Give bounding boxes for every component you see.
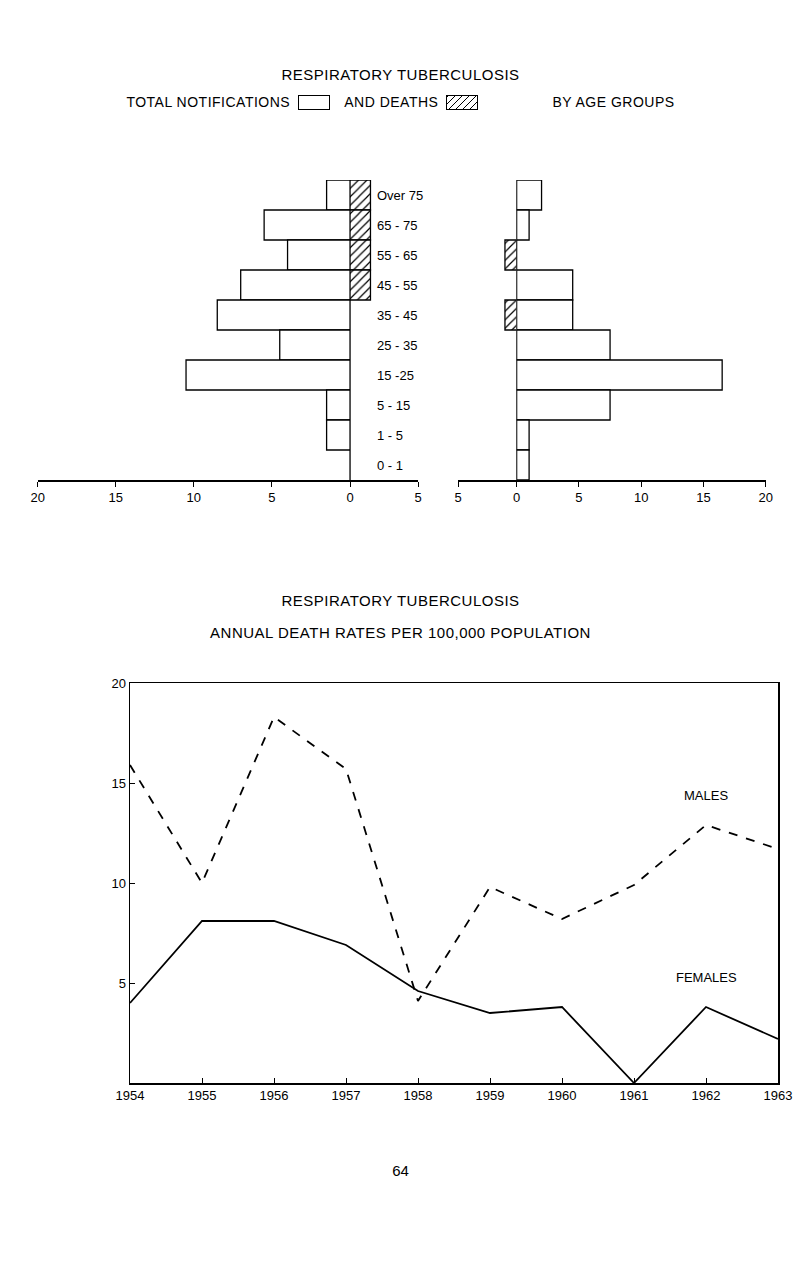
- svg-text:10: 10: [111, 876, 125, 891]
- svg-text:1959: 1959: [476, 1088, 505, 1103]
- svg-text:1954: 1954: [116, 1088, 145, 1103]
- svg-text:1955: 1955: [188, 1088, 217, 1103]
- svg-text:1958: 1958: [404, 1088, 433, 1103]
- svg-text:15: 15: [696, 490, 710, 505]
- svg-text:15: 15: [111, 776, 125, 791]
- html-text:RESPIRATORY TUBERCULOSIS: RESPIRATORY TUBERCULOSIS: [281, 592, 520, 609]
- html-text:RESPIRATORY TUBERCULOSIS: RESPIRATORY TUBERCULOSIS: [281, 66, 520, 83]
- svg-text:Over 75: Over 75: [377, 188, 423, 203]
- svg-text:45 - 55: 45 - 55: [377, 278, 417, 293]
- svg-text:0: 0: [346, 490, 353, 505]
- svg-text:10: 10: [634, 490, 648, 505]
- svg-text:35 - 45: 35 - 45: [377, 308, 417, 323]
- svg-text:5: 5: [268, 490, 275, 505]
- svg-text:1957: 1957: [332, 1088, 361, 1103]
- html-text:BY AGE GROUPS: BY AGE GROUPS: [552, 94, 675, 110]
- svg-text:MALES: MALES: [684, 788, 728, 803]
- html-text:ANNUAL DEATH RATES PER 100,000: ANNUAL DEATH RATES PER 100,000 POPULATIO…: [210, 624, 591, 641]
- svg-text:1963: 1963: [764, 1088, 793, 1103]
- svg-text:5: 5: [119, 976, 126, 991]
- svg-text:5: 5: [415, 490, 422, 505]
- svg-text:1962: 1962: [692, 1088, 721, 1103]
- svg-text:0: 0: [513, 490, 520, 505]
- svg-text:5 - 15: 5 - 15: [377, 398, 410, 413]
- svg-text:15 -25: 15 -25: [377, 368, 414, 383]
- svg-text:1 - 5: 1 - 5: [377, 428, 403, 443]
- svg-text:10: 10: [187, 490, 201, 505]
- svg-text:20: 20: [30, 490, 44, 505]
- svg-text:5: 5: [575, 490, 582, 505]
- svg-text:20: 20: [759, 490, 773, 505]
- svg-text:55 - 65: 55 - 65: [377, 248, 417, 263]
- html-text:64: 64: [392, 1162, 409, 1179]
- svg-text:25 - 35: 25 - 35: [377, 338, 417, 353]
- svg-text:1960: 1960: [548, 1088, 577, 1103]
- svg-text:1956: 1956: [260, 1088, 289, 1103]
- html-text:TOTAL NOTIFICATIONS: TOTAL NOTIFICATIONS: [126, 94, 291, 110]
- svg-text:FEMALES: FEMALES: [676, 970, 737, 985]
- svg-text:0 - 1: 0 - 1: [377, 458, 403, 473]
- svg-text:65 - 75: 65 - 75: [377, 218, 417, 233]
- svg-text:20: 20: [111, 676, 125, 691]
- svg-text:15: 15: [109, 490, 123, 505]
- svg-text:1961: 1961: [620, 1088, 649, 1103]
- svg-text:5: 5: [455, 490, 462, 505]
- html-text:AND DEATHS: AND DEATHS: [344, 94, 439, 110]
